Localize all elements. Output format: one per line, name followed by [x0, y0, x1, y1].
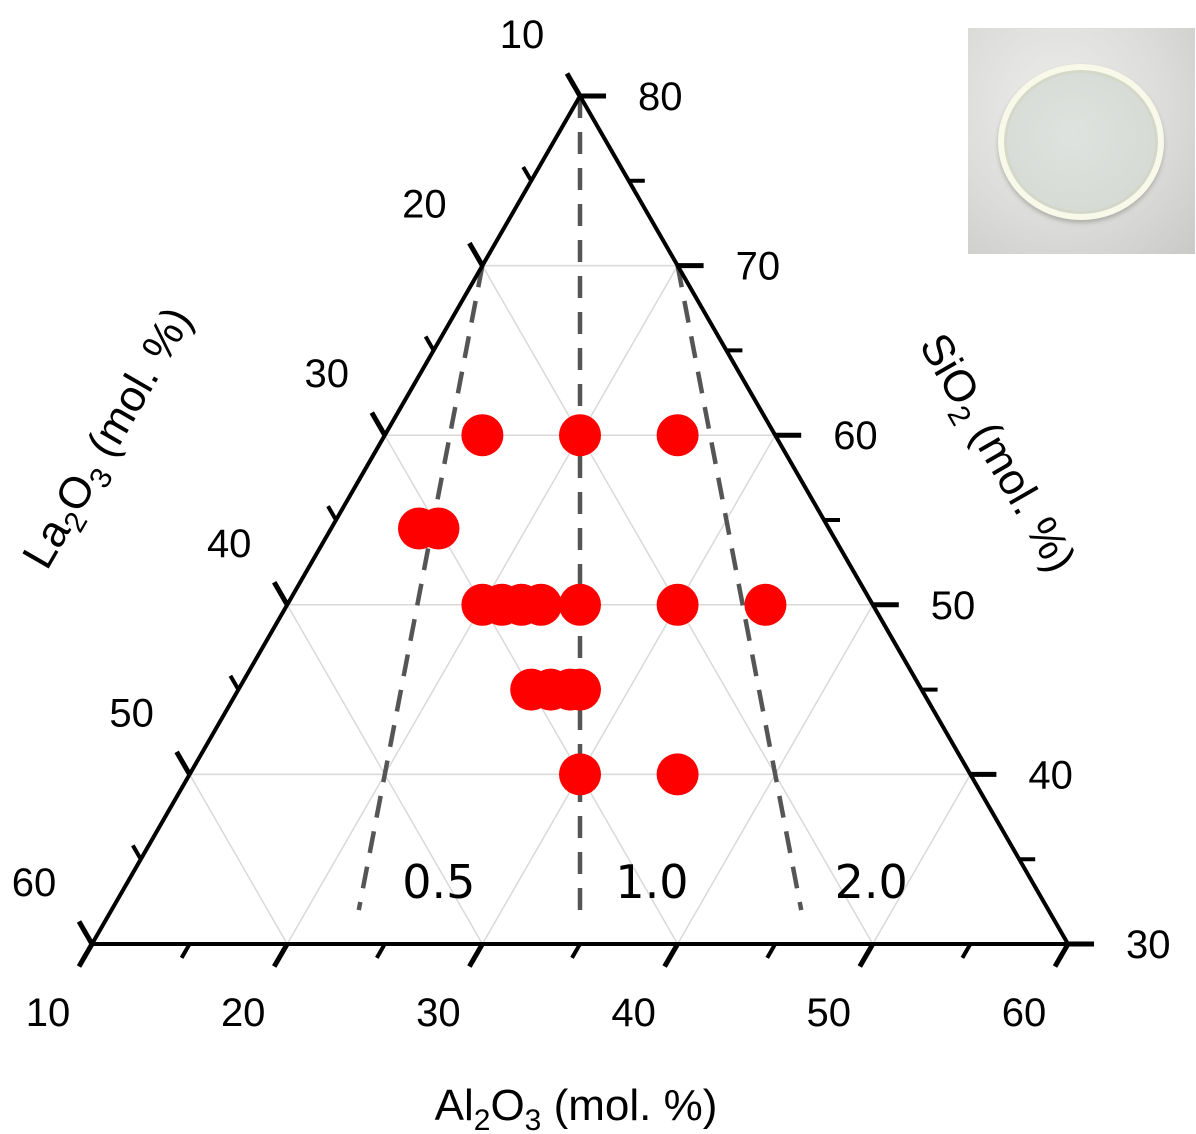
- glass-disc: [998, 64, 1164, 220]
- bottom-tick-label: 30: [416, 991, 461, 1035]
- bottom-tick: [960, 942, 973, 959]
- data-point: [559, 753, 601, 796]
- left-tick: [521, 165, 533, 182]
- axis-ticks: 10 10 30 20 20 40 30 30 50 40 40 60 50 50 70 60 60 80: [12, 13, 1171, 1035]
- right-tick-label: 40: [1028, 753, 1073, 797]
- bottom-tick: [179, 942, 192, 959]
- left-tick-label: 20: [402, 183, 447, 227]
- data-point: [559, 414, 601, 457]
- data-points: [397, 414, 787, 796]
- bottom-tick: [570, 942, 582, 959]
- left-tick-label: 40: [207, 522, 252, 566]
- left-tick: [272, 581, 290, 607]
- bottom-tick: [76, 942, 95, 968]
- bottom-axis-title: Al2O3 (mol. %): [435, 1081, 718, 1134]
- bottom-tick-label: 50: [807, 991, 852, 1035]
- bottom-tick: [467, 942, 485, 968]
- data-point: [559, 668, 601, 711]
- data-point: [461, 414, 504, 457]
- bottom-tick: [662, 942, 680, 968]
- left-tick: [131, 844, 143, 861]
- ratio-line: [356, 265, 485, 911]
- data-point: [656, 583, 699, 626]
- bottom-tick-label: 20: [221, 991, 266, 1035]
- bottom-tick-label: 60: [1002, 991, 1047, 1035]
- right-tick-label: 80: [638, 75, 683, 119]
- data-point: [744, 583, 787, 626]
- left-tick: [564, 72, 583, 98]
- ratio-line: [675, 265, 804, 911]
- left-tick-label: 30: [305, 352, 350, 396]
- left-tick-label: 10: [500, 13, 545, 57]
- bottom-tick: [375, 942, 387, 959]
- bottom-tick: [765, 942, 777, 959]
- left-tick: [228, 674, 241, 691]
- data-point: [417, 507, 460, 550]
- right-axis-title: SiO2 (mol. %): [904, 325, 1086, 583]
- bottom-tick-label: 10: [26, 991, 71, 1035]
- grid-line: [188, 774, 288, 945]
- ratio-label: 2.0: [835, 855, 908, 909]
- data-point: [559, 583, 601, 626]
- bottom-tick: [272, 942, 290, 968]
- left-tick: [174, 750, 192, 776]
- left-tick-label: 60: [12, 861, 57, 905]
- left-tick: [326, 505, 338, 522]
- left-tick-label: 50: [109, 691, 154, 735]
- data-point: [519, 583, 562, 626]
- data-point: [656, 753, 699, 796]
- left-tick: [369, 411, 387, 437]
- right-tick-label: 30: [1126, 923, 1171, 967]
- ratio-label: 1.0: [615, 855, 688, 909]
- glass-sample-photo: [968, 28, 1195, 254]
- ratio-lines: 0.5 1.0 2.0: [356, 96, 908, 911]
- right-tick-label: 70: [736, 245, 781, 289]
- left-tick: [467, 241, 485, 267]
- bottom-tick: [1052, 942, 1071, 968]
- left-tick: [423, 335, 436, 352]
- data-point: [656, 414, 699, 457]
- grid-line: [872, 774, 972, 945]
- right-tick-label: 60: [833, 414, 878, 458]
- left-tick: [76, 920, 95, 946]
- bottom-tick-label: 40: [611, 991, 656, 1035]
- left-axis-title: La2O3 (mol. %): [13, 299, 208, 580]
- bottom-tick: [857, 942, 875, 968]
- right-tick-label: 50: [931, 584, 976, 628]
- ratio-label: 0.5: [402, 855, 475, 909]
